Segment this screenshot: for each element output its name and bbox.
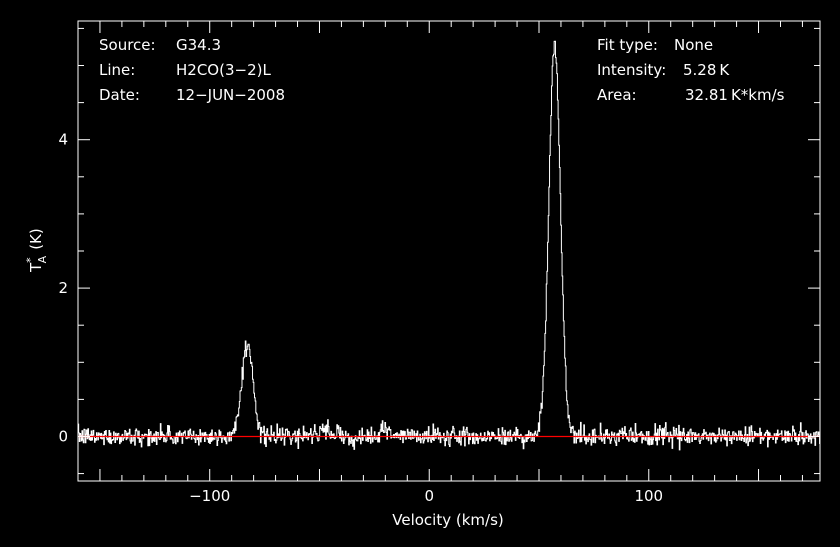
source-label: Source: [99,36,156,54]
axis-ticks [78,21,820,481]
intensity-label: Intensity: [597,61,666,79]
y-axis-label-unit: (K) [27,228,45,250]
fit-type-value: None [674,36,713,54]
svg-text:T*A(K): T*A (K) [24,228,49,273]
x-tick-label: −100 [189,487,230,505]
y-tick-label: 2 [58,279,68,297]
line-label: Line: [99,61,135,79]
y-tick-label: 4 [58,131,68,149]
y-axis-label: T*A (K) [24,228,49,273]
source-value: G34.3 [176,36,221,54]
y-axis-label-main: T [27,262,45,273]
y-axis-label-sub: A [36,255,49,263]
date-value: 12−JUN−2008 [176,86,285,104]
spectrum-trace [78,40,821,451]
line-value: H2CO(3−2)L [176,61,271,79]
x-axis-label: Velocity (km/s) [392,511,503,529]
x-tick-label: 100 [634,487,663,505]
y-axis-label-sup: * [24,257,37,263]
area-value: 32.81 K*km/s [685,86,785,104]
date-label: Date: [99,86,140,104]
area-label: Area: [597,86,637,104]
fit-type-label: Fit type: [597,36,658,54]
y-tick-label: 0 [58,427,68,445]
spectrum-line [78,40,821,451]
intensity-value: 5.28 K [683,61,730,79]
axis-tick-labels: −100 0 100 0 2 4 [58,131,663,505]
x-tick-label: 0 [424,487,434,505]
